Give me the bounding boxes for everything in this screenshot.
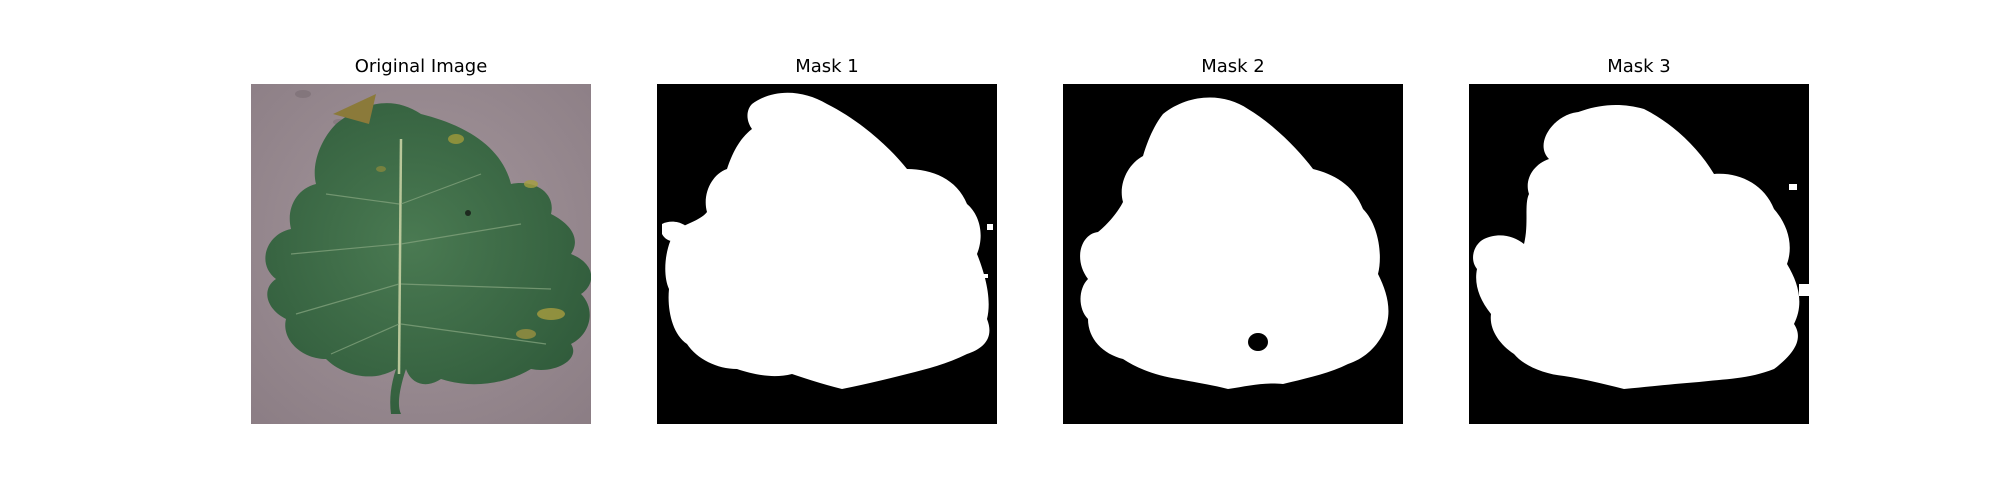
- mask-1-image: [657, 84, 997, 424]
- mask-3-image: [1469, 84, 1809, 424]
- original-image-title: Original Image: [354, 56, 488, 77]
- mask-3-title: Mask 3: [1607, 56, 1671, 77]
- mask-2-image: [1063, 84, 1403, 424]
- mask-1-title: Mask 1: [795, 56, 859, 77]
- mask-2-title: Mask 2: [1201, 56, 1265, 77]
- original-leaf-photo: [251, 84, 591, 424]
